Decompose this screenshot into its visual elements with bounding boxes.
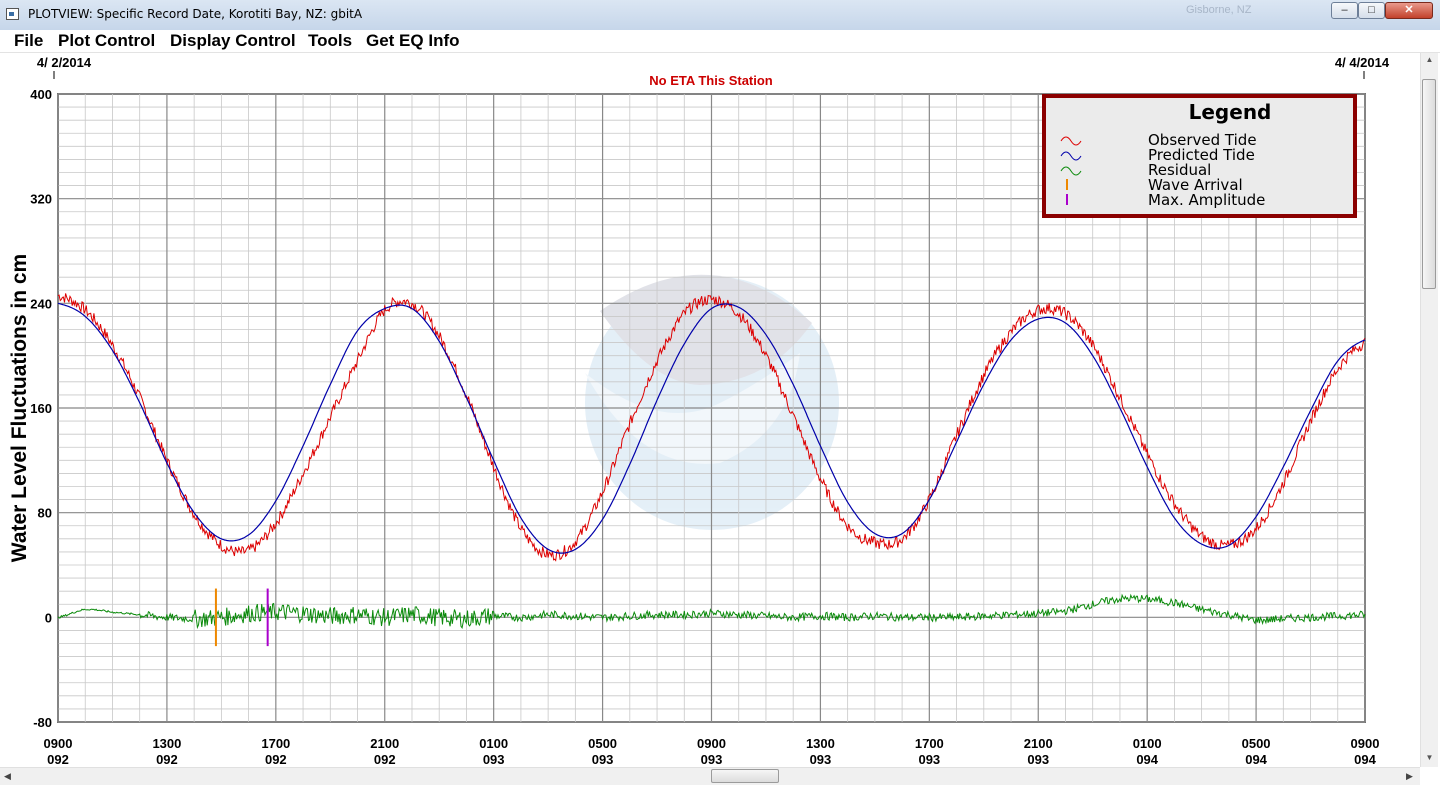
x-tick-label-time: 1300	[806, 736, 835, 751]
series-line-observed-tide	[57, 293, 1366, 562]
x-tick-label-day: 094	[1245, 752, 1267, 767]
vertical-scrollbar[interactable]: ▲ ▼	[1420, 53, 1438, 767]
scroll-down-arrow-icon[interactable]: ▼	[1425, 753, 1434, 762]
end-date-label: 4/ 4/2014	[1335, 55, 1390, 70]
x-tick-label-day: 093	[1027, 752, 1049, 767]
x-tick-label-day: 092	[265, 752, 287, 767]
app-icon[interactable]	[6, 8, 19, 20]
x-tick-label-time: 0900	[1351, 736, 1380, 751]
vertical-scroll-thumb[interactable]	[1422, 79, 1436, 289]
y-tick-label: -80	[33, 715, 52, 730]
predicted-legend-icon	[1060, 151, 1082, 161]
x-tick-label-day: 093	[592, 752, 614, 767]
x-tick-label-day: 094	[1136, 752, 1158, 767]
scroll-left-arrow-icon[interactable]: ◀	[4, 771, 11, 781]
x-tick-label-time: 1700	[261, 736, 290, 751]
close-button[interactable]: ✕	[1385, 2, 1433, 19]
observed-legend-icon	[1060, 136, 1082, 146]
y-tick-label: 80	[38, 506, 52, 521]
menu-tools[interactable]: Tools	[308, 31, 353, 50]
x-tick-label-day: 094	[1354, 752, 1376, 767]
eta-note: No ETA This Station	[649, 73, 773, 88]
y-tick-label: 320	[30, 192, 52, 207]
x-tick-label-time: 0900	[44, 736, 73, 751]
x-axis-ticks: 0900092130009217000922100092010009305000…	[44, 736, 1380, 767]
event-markers	[214, 588, 269, 647]
horizontal-scroll-thumb[interactable]	[711, 769, 779, 783]
menu-plot-control[interactable]: Plot Control	[58, 31, 156, 50]
x-tick-label-day: 092	[374, 752, 396, 767]
y-tick-label: 0	[45, 610, 52, 625]
x-tick-label-day: 093	[918, 752, 940, 767]
plot-area: -80 0 80 160 240 320 400 0900 092 1300 092 1700 092…	[0, 53, 1420, 767]
series-line-predicted-tide	[57, 302, 1366, 554]
series-line-residual	[57, 593, 1366, 630]
window-titlebar: PLOTVIEW: Specific Record Date, Korotiti…	[0, 0, 1440, 31]
x-tick-label-day: 092	[156, 752, 178, 767]
x-tick-label-day: 093	[483, 752, 505, 767]
menu-get-eq-info[interactable]: Get EQ Info	[366, 31, 460, 50]
x-tick-label-day: 093	[701, 752, 723, 767]
legend-title: Legend	[1189, 100, 1272, 124]
window-title: PLOTVIEW: Specific Record Date, Korotiti…	[28, 7, 363, 21]
y-tick-label: 160	[30, 401, 52, 416]
legend-item-observed: Observed Tide	[1148, 131, 1257, 149]
x-tick-label-time: 2100	[1024, 736, 1053, 751]
maximize-button[interactable]: □	[1358, 2, 1385, 19]
scroll-up-arrow-icon[interactable]: ▲	[1425, 55, 1434, 64]
y-tick-label: 240	[30, 296, 52, 311]
x-tick-label-time: 0500	[1242, 736, 1271, 751]
x-tick-label-day: 093	[810, 752, 832, 767]
legend-item-max-amplitude: Max. Amplitude	[1148, 191, 1265, 209]
x-tick-label-time: 0100	[479, 736, 508, 751]
x-tick-label-time: 0900	[697, 736, 726, 751]
legend-item-residual: Residual	[1148, 161, 1211, 179]
background-window-text: Gisborne, NZ	[1186, 4, 1252, 16]
x-tick-label-time: 1700	[915, 736, 944, 751]
x-tick-label-time: 0500	[588, 736, 617, 751]
x-tick-label-time: 1300	[152, 736, 181, 751]
start-date-label: 4/ 2/2014	[37, 55, 92, 70]
y-axis-ticks: -80 0 80 160 240 320 400	[30, 87, 52, 730]
legend-item-wave-arrival: Wave Arrival	[1148, 176, 1243, 194]
menu-bar: File Plot Control Display Control Tools …	[0, 30, 1440, 53]
menu-file[interactable]: File	[14, 31, 44, 50]
legend: Legend Observed Tide Predicted Tide Resi…	[1042, 94, 1357, 218]
legend-item-predicted: Predicted Tide	[1148, 146, 1255, 164]
residual-legend-icon	[1060, 166, 1082, 176]
x-tick-label-day: 092	[47, 752, 69, 767]
horizontal-scrollbar[interactable]: ◀ ▶	[0, 767, 1420, 785]
minimize-button[interactable]: –	[1331, 2, 1358, 19]
menu-display-control[interactable]: Display Control	[170, 31, 296, 50]
y-axis-label: Water Level Fluctuations in cm	[8, 254, 31, 562]
series-lines	[57, 293, 1366, 630]
y-tick-label: 400	[30, 87, 52, 102]
x-tick-label-time: 0100	[1133, 736, 1162, 751]
x-tick-label-time: 2100	[370, 736, 399, 751]
scroll-right-arrow-icon[interactable]: ▶	[1406, 771, 1413, 781]
